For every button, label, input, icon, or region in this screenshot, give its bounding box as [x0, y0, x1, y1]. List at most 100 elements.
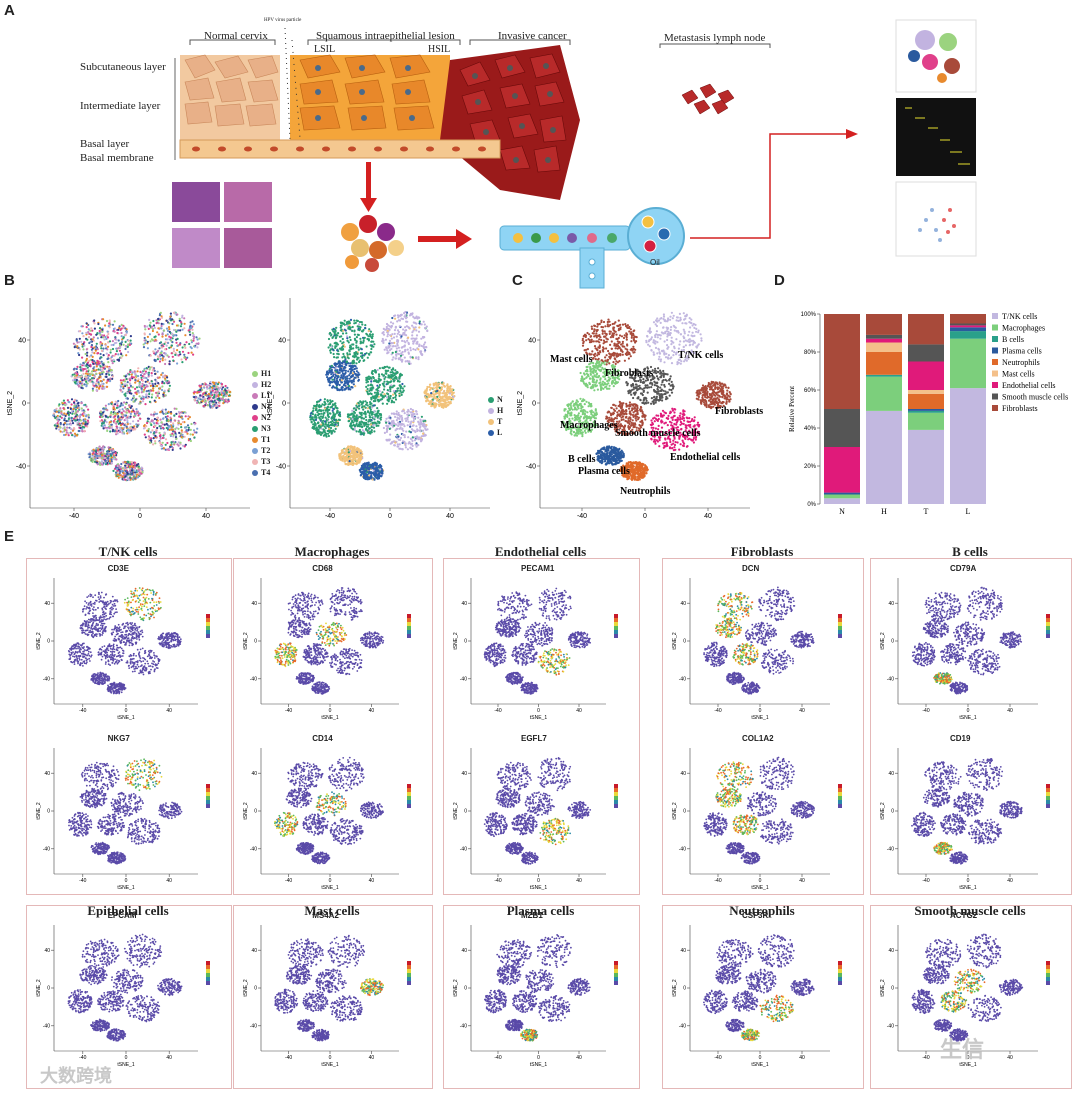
watermark-right: 生信 [940, 1032, 984, 1064]
y-tick-label: -40 [43, 846, 50, 852]
x-tick-label: L [966, 507, 971, 516]
gene-label: NKG7 [108, 734, 130, 743]
x-tick-label: 40 [1007, 878, 1013, 884]
x-axis-label: tSNE_1 [117, 885, 134, 891]
colorbar-segment [838, 618, 842, 622]
colorbar-segment [407, 973, 411, 977]
y-tick-label: 40 [888, 948, 894, 954]
bar-segment [908, 390, 944, 394]
x-tick-label: -40 [325, 513, 335, 520]
x-tick-label: 0 [388, 513, 392, 520]
bar-segment [908, 393, 944, 409]
y-tick-label: 0 [47, 639, 50, 645]
y-tick-label: 40 [44, 948, 50, 954]
colorbar-segment [614, 784, 618, 788]
y-tick-label: 40 [461, 601, 467, 607]
colorbar-segment [407, 796, 411, 800]
colorbar-segment [206, 630, 210, 634]
legend-item: H2 [252, 379, 271, 390]
x-tick-label: -40 [922, 708, 929, 714]
colorbar-segment [1046, 961, 1050, 965]
x-tick-label: 0 [125, 1055, 128, 1061]
colorbar-segment [407, 618, 411, 622]
legend-swatch [252, 370, 258, 377]
y-axis-label: tSNE_2 [36, 979, 42, 996]
legend-swatch [992, 370, 998, 377]
expression-tsne: -40 0 40 40 0 -40 tSNE_1 tSNE_2 [880, 925, 1050, 1068]
x-tick-label: 0 [329, 1055, 332, 1061]
legend-label: Mast cells [1002, 370, 1035, 379]
colorbar-segment [407, 614, 411, 618]
normal-cervix-label: Normal cervix [204, 30, 268, 42]
lsil-label: LSIL [314, 44, 335, 55]
x-tick-label: -40 [714, 1055, 721, 1061]
y-tick-label: 40 [251, 601, 257, 607]
y-tick-label: 40 [18, 337, 26, 344]
expression-tsne: -40 0 40 40 0 -40 tSNE_1 tSNE_2 [243, 925, 411, 1068]
legend-label: N [497, 394, 503, 405]
colorbar-segment [614, 961, 618, 965]
y-tick-label: 40 [680, 948, 686, 954]
x-tick-label: 0 [537, 878, 540, 884]
legend-swatch [488, 429, 494, 436]
expression-panel [233, 905, 433, 1089]
x-tick-label: 0 [967, 878, 970, 884]
bar-segment [866, 410, 902, 504]
cluster-label: Neutrophils [620, 486, 670, 497]
cluster-label: Fibroblasts [715, 406, 763, 417]
colorbar-segment [407, 630, 411, 634]
legend-label: B cells [1002, 335, 1024, 344]
invasive-cancer-cells [440, 45, 580, 200]
y-tick-label: 20% [804, 464, 817, 470]
x-tick-label: 0 [967, 1055, 970, 1061]
x-tick-label: 40 [799, 878, 805, 884]
gene-label: CD14 [312, 734, 332, 743]
colorbar-segment [1046, 977, 1050, 981]
colorbar-segment [838, 626, 842, 630]
y-tick-label: 40% [804, 426, 817, 432]
panel-label-a: A [4, 2, 15, 19]
expression-panel [443, 558, 640, 895]
y-tick-label: 40 [680, 771, 686, 777]
y-tick-label: -40 [460, 846, 467, 852]
y-tick-label: -40 [679, 846, 686, 852]
y-axis-label: tSNE_2 [243, 632, 249, 649]
gene-label: CD68 [312, 564, 332, 573]
y-axis-label: Relative Percent [788, 386, 796, 432]
expression-panel [443, 905, 640, 1089]
colorbar-segment [206, 800, 210, 804]
legend-item: N [488, 394, 503, 405]
x-tick-label: H [881, 507, 887, 516]
legend-swatch [992, 336, 998, 342]
colorbar-segment [1046, 788, 1050, 792]
colorbar-segment [1046, 626, 1050, 630]
y-axis-label: tSNE_2 [453, 632, 459, 649]
colorbar-segment [407, 977, 411, 981]
y-tick-label: 40 [680, 601, 686, 607]
bar-segment [908, 429, 944, 504]
colorbar-segment [838, 981, 842, 985]
x-tick-label: 0 [759, 708, 762, 714]
y-tick-label: 40 [278, 337, 286, 344]
x-tick-label: 40 [799, 1055, 805, 1061]
x-tick-label: -40 [577, 513, 587, 520]
colorbar-segment [614, 630, 618, 634]
gene-label: EPCAM [108, 911, 137, 920]
y-axis-label: tSNE_2 [880, 802, 886, 819]
x-tick-label: -40 [285, 708, 292, 714]
bar-segment [866, 334, 902, 339]
x-tick-label: 40 [799, 708, 805, 714]
y-axis-label: tSNE_2 [267, 391, 274, 415]
legend-label: T [497, 416, 502, 427]
y-axis-label: tSNE_2 [453, 802, 459, 819]
legend-swatch [252, 458, 258, 465]
colorbar-segment [407, 965, 411, 969]
expression-panel [26, 905, 232, 1089]
x-tick-label: 0 [329, 708, 332, 714]
colorbar-segment [614, 614, 618, 618]
legend-swatch [252, 425, 258, 432]
x-axis-label: tSNE_1 [959, 885, 976, 891]
colorbar-segment [206, 634, 210, 638]
